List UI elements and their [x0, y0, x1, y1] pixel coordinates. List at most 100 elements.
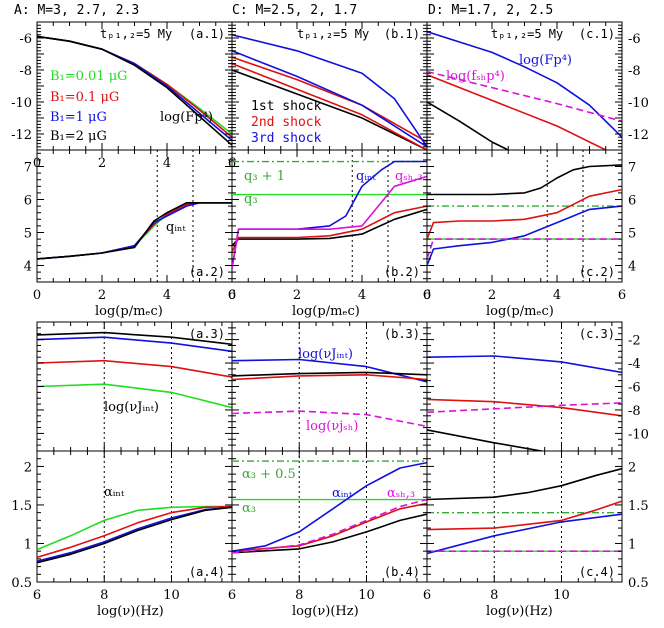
x-tick-label: 0	[33, 288, 41, 303]
series-line-magenta	[232, 498, 427, 554]
y-tick-label: 1	[24, 537, 32, 552]
panel-frame	[36, 450, 233, 583]
series-line-blue	[37, 506, 232, 562]
y-tick-label: 6	[24, 194, 32, 209]
series-line-blue	[427, 205, 622, 266]
series-line-blue	[427, 513, 622, 555]
y-tick-label: 4	[628, 260, 636, 275]
series-line-magenta	[232, 410, 427, 428]
panel-label: (c.1)	[579, 27, 615, 41]
time-label-c: tₚ₁,₂=5 My	[491, 27, 563, 41]
x-tick-label: 10	[553, 588, 570, 603]
panel-frame	[426, 321, 623, 452]
time-label-a: tₚ₁,₂=5 My	[100, 27, 172, 41]
series-line-black	[427, 429, 547, 451]
series-line-black	[232, 371, 427, 377]
plot-area	[427, 451, 622, 582]
panel-label: (c.2)	[579, 265, 615, 279]
x-tick-label: 8	[295, 588, 303, 603]
annot-b4-ash3: αₛₕ,₃	[387, 486, 415, 501]
annot-a2-qint: qᵢₙₜ	[166, 220, 187, 235]
y-tick-label: 7	[628, 161, 636, 176]
series-line-black	[37, 202, 232, 260]
time-label-b: tₚ₁,₂=5 My	[297, 27, 369, 41]
y-tick-label: -6	[19, 32, 32, 47]
x-tick-label: 2	[293, 288, 301, 303]
x-tick-label: 2	[488, 288, 496, 303]
plot-area	[232, 322, 427, 451]
series-line-black	[37, 506, 232, 564]
plot-area	[427, 30, 622, 150]
plot-area	[37, 150, 232, 282]
panel-a2: 0 2 4 6 4 5 6 7 (a.2)	[24, 149, 236, 303]
xlabel-momentum-a: log(p/mₑc)	[95, 304, 163, 319]
series-line-black	[232, 208, 427, 247]
x-tick-label: 6	[228, 288, 236, 303]
annot-b3-lognujsh: log(νjₛₕ)	[306, 419, 358, 434]
x-tick-label: 0	[228, 288, 236, 303]
plot-area	[427, 150, 622, 282]
y-tick-label: 7	[24, 161, 32, 176]
x-tick-label: 4	[553, 288, 561, 303]
series-line-black	[232, 513, 427, 554]
series-line-black	[427, 101, 509, 150]
x-tick-label: 10	[163, 588, 180, 603]
series-line-black	[37, 35, 232, 146]
y-tick-label: 1.5	[11, 499, 32, 514]
panel-a1: 0 2 4 6-12-10-8-6 (a.1)	[11, 21, 236, 171]
panel-label: (b.3)	[384, 327, 420, 341]
legend-b1-001: B₁=0.01 μG	[50, 69, 128, 84]
annot-c1-logfp4: log(Fp⁴)	[519, 53, 572, 68]
y-tick-label: 4	[24, 260, 32, 275]
series-line-magenta	[427, 402, 622, 414]
series-line-green	[37, 383, 232, 409]
series-line-red	[427, 74, 607, 150]
y-tick-label: 1	[628, 537, 636, 552]
y-tick-label: -8	[19, 64, 32, 79]
annot-b2-q3: q₃	[244, 192, 258, 207]
plot-area	[232, 34, 427, 150]
x-tick-label: 8	[100, 588, 108, 603]
y-tick-label: -10	[628, 96, 649, 111]
panel-c4: 6 8 10 0.5 1 1.5 2 (c.4)	[423, 450, 649, 603]
series-line-black	[427, 467, 622, 501]
plot-area	[427, 322, 622, 451]
legend-b1-1: B₁=1 μG	[50, 110, 107, 125]
panel-label: (b.2)	[384, 265, 420, 279]
xlabel-momentum-d: log(p/mₑc)	[486, 304, 554, 319]
xlabel-frequency-a: log(ν)(Hz)	[97, 604, 164, 619]
y-tick-label: 2	[628, 460, 636, 475]
panel-label: (c.3)	[579, 327, 615, 341]
x-tick-label: 2	[98, 156, 106, 171]
y-tick-label: 5	[628, 227, 636, 242]
series-line-black	[232, 69, 427, 150]
panel-label: (b.1)	[384, 27, 420, 41]
annot-b2-qint: qᵢₙₜ	[356, 169, 377, 184]
legend-3rd-shock: 3rd shock	[251, 131, 322, 146]
y-tick-label: -12	[11, 128, 32, 143]
panel-c1: -12 -10 -8 -6 (c.1)	[426, 21, 649, 151]
series-line-red	[37, 202, 232, 260]
series-line-magenta	[427, 238, 622, 260]
column-title-c: C: M=2.5, 2, 1.7	[232, 3, 357, 18]
x-tick-label: 4	[163, 288, 171, 303]
xlabel-frequency-d: log(ν)(Hz)	[486, 604, 553, 619]
panels: 0 2 4 6-12-10-8-6 (a.1) (b.1)-12-10-8-6(c.1)0…	[11, 21, 649, 603]
x-tick-label: 6	[618, 288, 626, 303]
panel-label: (a.2)	[189, 265, 225, 279]
x-tick-label: 6	[423, 588, 431, 603]
x-tick-label: 2	[98, 288, 106, 303]
annot-a1-logfp4: log(Fp⁴)	[160, 110, 213, 125]
series-line-red	[232, 56, 427, 143]
panel-label: (b.4)	[384, 565, 420, 579]
y-tick-label: -4	[628, 357, 641, 372]
series-line-red	[37, 505, 232, 559]
series-line-red	[37, 359, 232, 378]
series-line-blue	[37, 202, 232, 260]
x-tick-label: 6	[228, 588, 236, 603]
panel-frame	[426, 149, 623, 283]
series-line-magenta	[427, 70, 622, 122]
series-line-blue	[232, 461, 427, 552]
